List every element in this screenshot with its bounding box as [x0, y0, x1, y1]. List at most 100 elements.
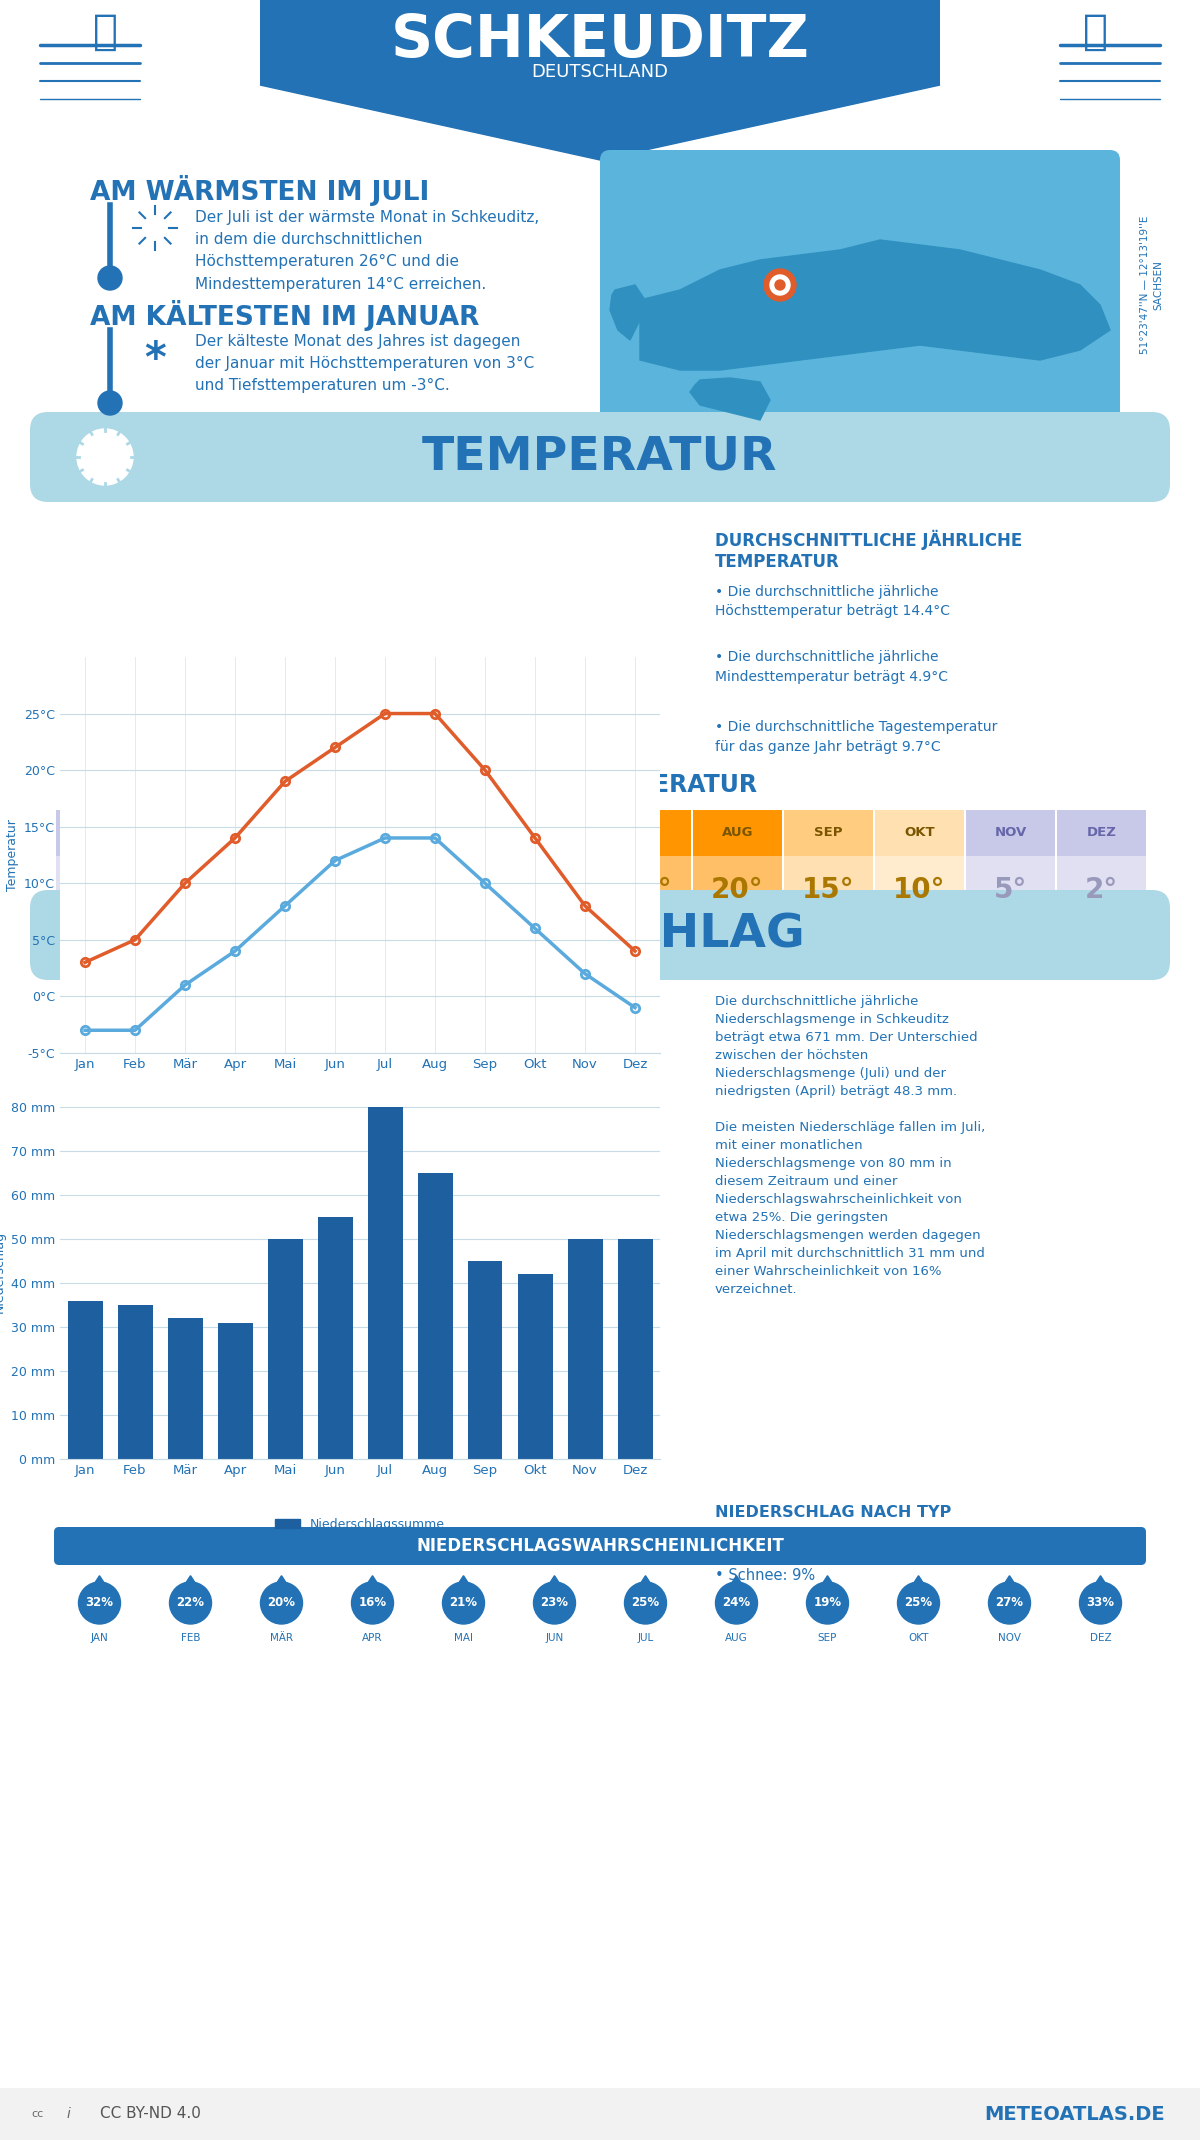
Bar — [568, 1239, 602, 1459]
Bar — [148, 856, 236, 924]
Text: 19%: 19% — [814, 1596, 841, 1609]
Circle shape — [775, 280, 785, 291]
Text: SCHKEUDITZ: SCHKEUDITZ — [390, 11, 810, 68]
Text: 5°: 5° — [994, 875, 1027, 903]
Polygon shape — [359, 1575, 386, 1596]
Text: TÄGLICHE TEMPERATUR: TÄGLICHE TEMPERATUR — [443, 773, 757, 796]
Circle shape — [443, 1581, 485, 1624]
Bar — [217, 1323, 252, 1459]
Bar — [329, 811, 418, 856]
Text: TEMPERATUR: TEMPERATUR — [422, 434, 778, 479]
Text: 22%: 22% — [176, 1596, 204, 1609]
FancyBboxPatch shape — [30, 890, 1170, 980]
Bar — [966, 811, 1055, 856]
Text: DEZ: DEZ — [1090, 1633, 1111, 1644]
Text: 23%: 23% — [540, 1596, 569, 1609]
Bar — [602, 811, 691, 856]
Text: AUG: AUG — [721, 826, 754, 839]
Text: ➰: ➰ — [1082, 11, 1108, 54]
Text: 33%: 33% — [1086, 1596, 1115, 1609]
Text: SEP: SEP — [818, 1633, 838, 1644]
Bar — [618, 1239, 653, 1459]
Bar — [511, 856, 600, 924]
Text: • Schnee: 9%: • Schnee: 9% — [715, 1569, 815, 1584]
Bar — [118, 1305, 152, 1459]
Text: MÄR: MÄR — [270, 1633, 293, 1644]
Text: 21%: 21% — [450, 1596, 478, 1609]
Text: AUG: AUG — [725, 1633, 748, 1644]
Text: 27%: 27% — [996, 1596, 1024, 1609]
Polygon shape — [176, 1575, 204, 1596]
Polygon shape — [260, 86, 940, 160]
Text: 24%: 24% — [722, 1596, 750, 1609]
Text: Der Juli ist der wärmste Monat in Schkeuditz,
in dem die durchschnittlichen
Höch: Der Juli ist der wärmste Monat in Schkeu… — [194, 210, 539, 291]
Polygon shape — [1087, 1575, 1114, 1596]
Bar — [367, 1106, 402, 1459]
Text: 10°: 10° — [893, 875, 946, 903]
Text: APR: APR — [362, 1633, 383, 1644]
Bar — [268, 1239, 302, 1459]
Polygon shape — [814, 1575, 841, 1596]
Polygon shape — [690, 379, 770, 419]
Text: JUL: JUL — [637, 1633, 654, 1644]
Text: i: i — [66, 2108, 70, 2121]
Text: NIEDERSCHLAGSWAHRSCHEINLICHKEIT: NIEDERSCHLAGSWAHRSCHEINLICHKEIT — [416, 1537, 784, 1556]
Circle shape — [77, 428, 133, 486]
Circle shape — [806, 1581, 848, 1624]
Bar — [148, 811, 236, 856]
Text: 25%: 25% — [905, 1596, 932, 1609]
Bar — [56, 856, 145, 924]
Text: JAN: JAN — [88, 826, 114, 839]
Text: NIEDERSCHLAG NACH TYP: NIEDERSCHLAG NACH TYP — [715, 1504, 952, 1519]
Text: SEP: SEP — [815, 826, 842, 839]
Polygon shape — [632, 1575, 659, 1596]
Bar — [67, 1301, 102, 1459]
Circle shape — [898, 1581, 940, 1624]
Bar — [784, 856, 874, 924]
Text: MAI: MAI — [450, 826, 479, 839]
Text: AM WÄRMSTEN IM JULI: AM WÄRMSTEN IM JULI — [90, 175, 430, 205]
Polygon shape — [640, 240, 1110, 370]
Circle shape — [764, 270, 796, 302]
Circle shape — [352, 1581, 394, 1624]
Circle shape — [98, 265, 122, 291]
Text: 20°: 20° — [712, 875, 764, 903]
Polygon shape — [86, 1575, 113, 1596]
FancyBboxPatch shape — [30, 413, 1170, 503]
Text: FEB: FEB — [178, 826, 205, 839]
Text: • Die durchschnittliche jährliche
Höchsttemperatur beträgt 14.4°C: • Die durchschnittliche jährliche Höchst… — [715, 584, 950, 618]
Circle shape — [989, 1581, 1031, 1624]
Text: 20°: 20° — [620, 875, 673, 903]
Polygon shape — [610, 285, 646, 340]
Text: METEOATLAS.DE: METEOATLAS.DE — [984, 2104, 1165, 2123]
Legend: Maximale Temperatur, Minimale Temperatur: Maximale Temperatur, Minimale Temperatur — [173, 1134, 547, 1158]
Circle shape — [98, 392, 122, 415]
Text: 32%: 32% — [85, 1596, 114, 1609]
Bar — [420, 856, 509, 924]
Bar — [1057, 811, 1146, 856]
Circle shape — [169, 1581, 211, 1624]
Bar — [418, 1173, 452, 1459]
Bar — [420, 811, 509, 856]
Circle shape — [534, 1581, 576, 1624]
Polygon shape — [722, 1575, 750, 1596]
Text: Der kälteste Monat des Jahres ist dagegen
der Januar mit Höchsttemperaturen von : Der kälteste Monat des Jahres ist dagege… — [194, 334, 534, 394]
Bar — [694, 856, 782, 924]
Text: CC BY-ND 4.0: CC BY-ND 4.0 — [100, 2106, 200, 2121]
Text: FEB: FEB — [181, 1633, 200, 1644]
Text: OKT: OKT — [904, 826, 935, 839]
Circle shape — [1080, 1581, 1122, 1624]
Circle shape — [77, 907, 133, 963]
Text: • Regen: 91%: • Regen: 91% — [715, 1541, 816, 1556]
Bar — [260, 0, 940, 86]
Text: Die durchschnittliche jährliche
Niederschlagsmenge in Schkeuditz
beträgt etwa 67: Die durchschnittliche jährliche Niedersc… — [715, 995, 985, 1297]
Text: OKT: OKT — [908, 1633, 929, 1644]
Text: • Die durchschnittliche Tagestemperatur
für das ganze Jahr beträgt 9.7°C: • Die durchschnittliche Tagestemperatur … — [715, 719, 997, 753]
Circle shape — [624, 1581, 666, 1624]
Bar — [784, 811, 874, 856]
Bar — [875, 856, 964, 924]
Y-axis label: Niederschlag: Niederschlag — [0, 1230, 5, 1314]
FancyBboxPatch shape — [600, 150, 1120, 426]
Text: NIEDERSCHLAG: NIEDERSCHLAG — [394, 912, 806, 957]
Circle shape — [78, 1581, 120, 1624]
